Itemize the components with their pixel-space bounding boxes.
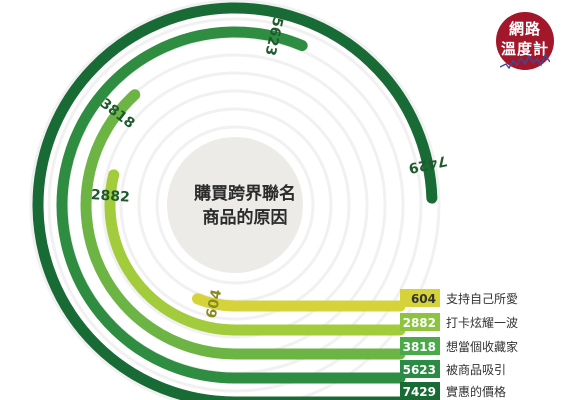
legend-value-box <box>400 382 440 400</box>
background-ring <box>155 125 315 285</box>
background-ring <box>119 89 351 321</box>
logo-line-1: 網路 <box>508 20 541 38</box>
legend-category-label: 被商品吸引 <box>446 362 506 377</box>
legend-value-box <box>400 360 440 378</box>
center-circle <box>167 137 303 273</box>
legend: 604 支持自己所愛 2882 打卡炫耀一波 3818 想當個收藏家 5623 被商品吸引 74… <box>400 289 518 400</box>
background-ring <box>29 0 441 400</box>
logo-line-2: 溫度計 <box>500 40 549 58</box>
legend-value-box <box>400 313 440 331</box>
legend-category-label: 打卡炫耀一波 <box>446 315 518 330</box>
radial-bar <box>192 293 406 312</box>
arc-value-label: 2882 <box>90 187 130 206</box>
legend-value-box <box>400 289 440 307</box>
legend-category-label: 想當個收藏家 <box>446 339 518 354</box>
arc-value-label: 604 <box>204 288 226 320</box>
background-ring <box>101 71 369 339</box>
legend-value-box <box>400 337 440 355</box>
radial-bars: 604 2882 3818 5623 7429 <box>32 2 448 400</box>
brand-logo: 網路 溫度計 <box>496 12 556 74</box>
legend-value-label: 2882 <box>403 316 436 330</box>
legend-value-label: 3818 <box>403 340 436 354</box>
chart-title-line: 購買跨界聯名 <box>194 183 296 204</box>
radial-bar <box>80 89 406 360</box>
legend-category-label: 支持自己所愛 <box>446 291 518 306</box>
legend-value-label: 7429 <box>403 385 436 399</box>
temperature-sparkline-icon <box>500 53 550 70</box>
legend-category-label: 實惠的價格 <box>446 384 506 399</box>
chart-title-line: 商品的原因 <box>203 207 288 228</box>
background-ring <box>47 17 423 393</box>
logo-badge <box>496 12 554 70</box>
radial-bar <box>32 2 438 400</box>
radial-bar <box>104 169 406 336</box>
legend-value-label: 604 <box>411 292 436 306</box>
arc-value-label: 7429 <box>407 152 448 176</box>
legend-value-label: 5623 <box>403 363 436 377</box>
radial-bar <box>56 26 406 384</box>
